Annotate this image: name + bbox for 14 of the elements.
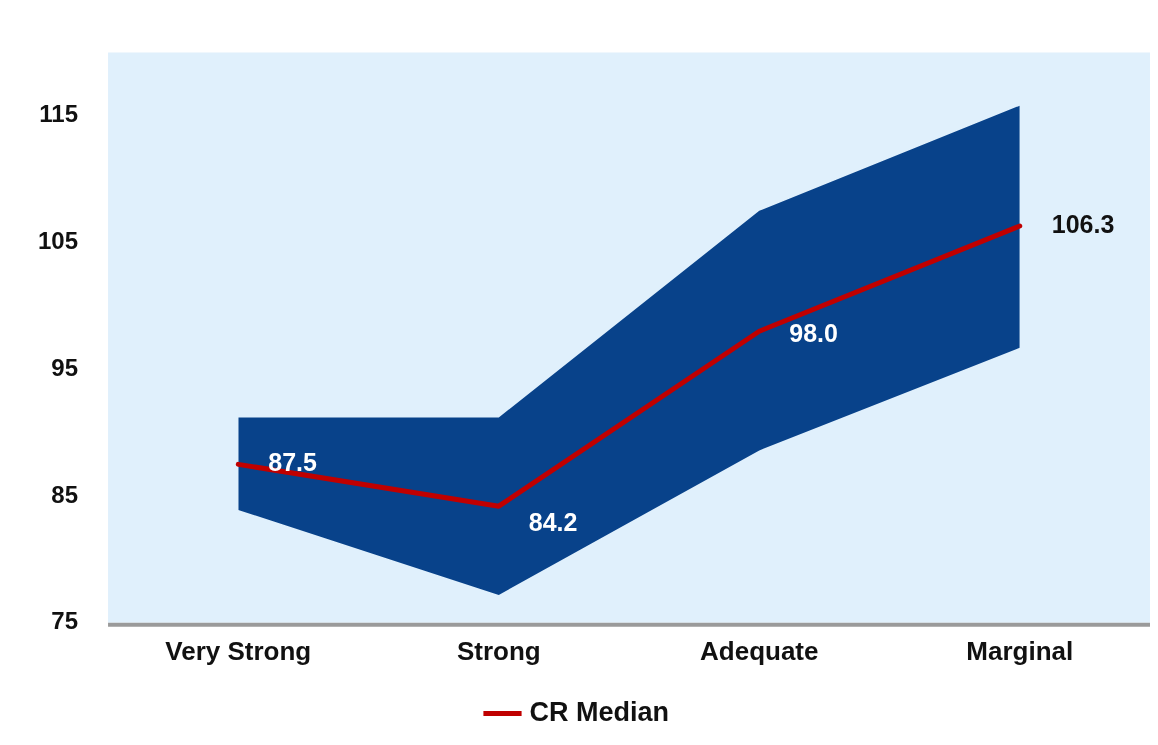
- x-tick-label: Adequate: [700, 635, 819, 666]
- y-tick-label: 105: [38, 227, 79, 255]
- data-label: 87.5: [268, 448, 318, 477]
- x-tick-label: Strong: [456, 635, 541, 666]
- y-tick-label: 75: [51, 607, 79, 635]
- x-tick-label: Marginal: [966, 635, 1074, 666]
- y-tick-label: 115: [39, 100, 79, 128]
- data-label: 98.0: [789, 319, 838, 348]
- data-label: 84.2: [528, 508, 578, 537]
- legend-label: CR Median: [529, 696, 670, 727]
- y-tick-label: 85: [51, 480, 79, 508]
- data-label: 106.3: [1051, 209, 1115, 238]
- x-tick-label: Very Strong: [165, 635, 312, 666]
- y-tick-label: 95: [51, 353, 79, 381]
